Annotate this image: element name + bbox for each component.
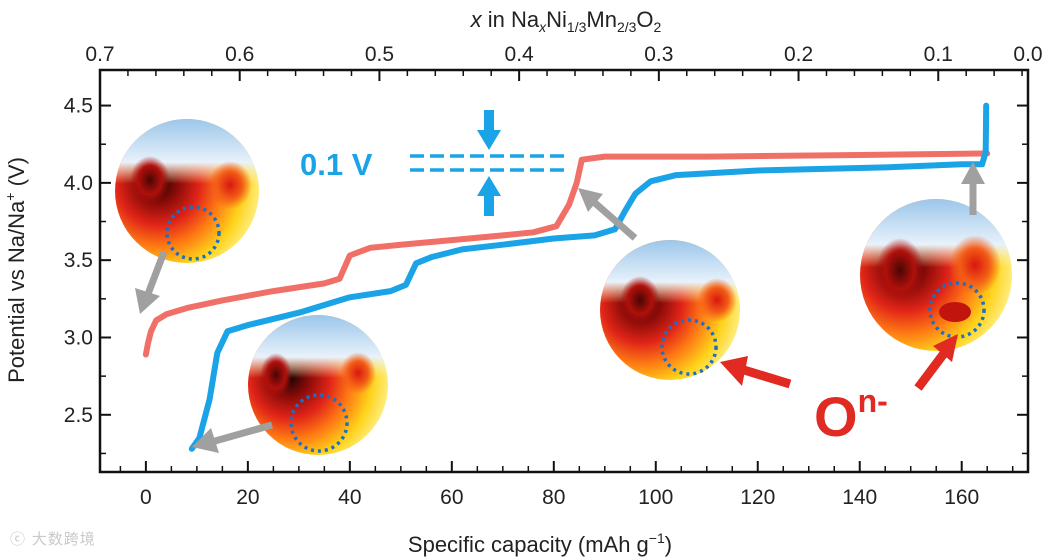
dotted-circle-1 [165,205,221,261]
heatmap-inset-1 [115,119,259,263]
x-tick-label: 160 [944,486,979,509]
x-tick-label: 60 [440,486,463,509]
top-x-tick-label: 0.2 [784,43,813,66]
x-tick-label: 140 [842,486,877,509]
x-tick-label: 100 [638,486,673,509]
dotted-circle-3 [660,318,718,376]
x-tick-label: 20 [236,486,259,509]
oxygen-species-label: On- [814,383,888,448]
heatmap-inset-3 [600,240,740,380]
watermark-logo: ⓒ 大数跨境 [10,530,96,548]
y-tick-label: 3.0 [64,326,93,349]
x-axis-title: Specific capacity (mAh g−1) [408,530,672,557]
series-line-discharge [142,150,991,358]
top-x-axis-title: x in NaxNi1/3Mn2/3O2 [470,7,662,35]
voltage-gap-annotation: 0.1 V [300,110,570,216]
heatmap-inset-2 [248,315,388,455]
y-axis-title: Potential vs Na/Na+ (V) [2,157,29,383]
x-tick-label: 120 [740,486,775,509]
x-tick-label: 80 [542,486,565,509]
top-x-tick-label: 0.3 [644,43,673,66]
dotted-circle-2 [289,393,349,453]
top-x-tick-label: 0.4 [505,43,535,66]
top-x-tick-label: 0.7 [85,43,114,66]
series-line-charge [188,102,990,452]
x-tick-label: 40 [338,486,361,509]
y-tick-label: 4.0 [64,172,93,195]
voltage-gap-label: 0.1 V [300,147,373,182]
heatmap-inset-4 [860,199,1012,351]
y-tick-label: 3.5 [64,249,93,272]
plot-frame [98,68,1030,474]
y-tick-label: 4.5 [64,95,93,118]
y-tick-label: 2.5 [64,404,93,427]
grey-arrows [135,162,985,453]
red-arrows [720,334,958,391]
top-x-tick-label: 0.6 [225,43,254,66]
top-x-tick-label: 0.5 [365,43,394,66]
top-x-tick-label: 0.0 [1013,43,1042,66]
top-x-tick-label: 0.1 [924,43,953,66]
x-tick-label: 0 [140,486,152,509]
